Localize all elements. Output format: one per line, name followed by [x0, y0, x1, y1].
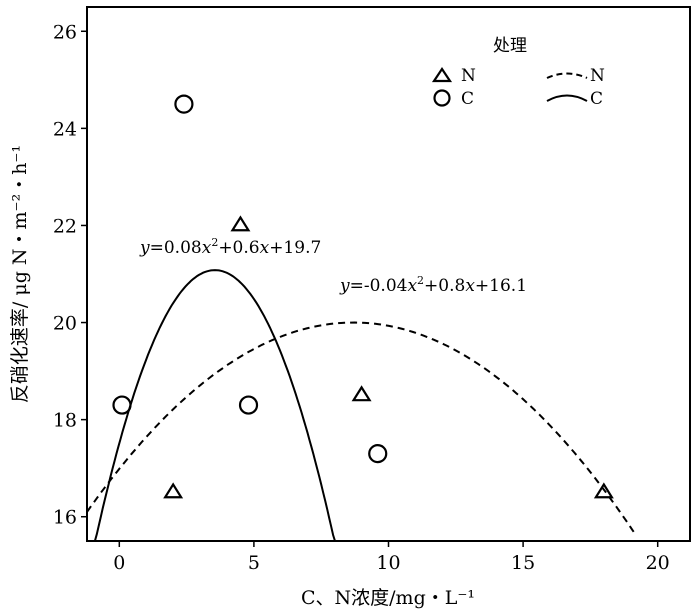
point-c: [368, 444, 388, 464]
equation-n: y=-0.04x2+0.8x+16.1: [339, 274, 527, 296]
plot-frame: [86, 6, 691, 542]
point-c: [238, 395, 259, 415]
legend-line-n: [546, 72, 588, 79]
x-tick-label: 5: [248, 552, 260, 574]
legend-line-c: [546, 94, 588, 102]
y-tick-label: 24: [53, 118, 77, 140]
x-tick-label: 0: [113, 552, 125, 574]
equation-c: y=0.08x2+0.6x+19.7: [139, 236, 321, 258]
legend-marker-c: [433, 89, 451, 107]
y-tick-label: 26: [53, 21, 77, 43]
point-c: [174, 94, 194, 114]
point-n: [593, 482, 614, 499]
data-points: [112, 94, 614, 499]
legend-label-c-line: C: [590, 89, 603, 109]
legend-marker-n: [431, 67, 453, 83]
y-axis-label: 反硝化速率/ μg N・m⁻²・h⁻¹: [9, 145, 31, 403]
legend-label-n-line: N: [590, 66, 605, 86]
point-n: [351, 385, 372, 402]
y-tick-label: 20: [53, 313, 77, 335]
y-tick-label: 22: [53, 215, 77, 237]
fit-curve-n: [86, 321, 638, 537]
legend: 处理 N C N C: [431, 36, 605, 109]
legend-label-c-marker: C: [461, 89, 474, 109]
x-tick-label: 20: [646, 552, 670, 574]
y-tick-label: 18: [53, 410, 77, 432]
fit-curves: [86, 269, 638, 542]
legend-label-n-marker: N: [461, 66, 476, 86]
x-axis: 0 5 10 15 20: [113, 541, 670, 574]
point-n: [230, 215, 251, 232]
x-tick-label: 15: [511, 552, 535, 574]
fit-curve-c: [90, 269, 339, 542]
point-n: [163, 482, 184, 499]
legend-title: 处理: [493, 36, 527, 56]
x-tick-label: 10: [376, 552, 400, 574]
x-axis-label: C、N浓度/mg・L⁻¹: [301, 587, 475, 609]
y-tick-label: 16: [53, 507, 77, 529]
point-c: [112, 395, 132, 415]
y-axis: 16 18 20 22 24 26: [53, 21, 87, 529]
